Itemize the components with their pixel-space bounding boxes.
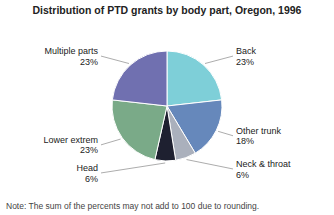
- data-label: Neck & throat6%: [236, 159, 291, 179]
- slice-value: 18%: [236, 136, 254, 146]
- title: Distribution of PTD grants by body part,…: [33, 4, 302, 16]
- data-label: Lower extrem23%: [43, 135, 98, 155]
- leader-line: [186, 160, 233, 169]
- slice: [112, 51, 167, 106]
- data-label: Back23%: [236, 46, 257, 66]
- slice-value: 23%: [236, 57, 254, 67]
- chart: Distribution of PTD grants by body part,…: [0, 0, 334, 215]
- data-label: Other trunk18%: [236, 126, 282, 146]
- slice-name: Neck & throat: [236, 159, 291, 169]
- slice-name: Other trunk: [236, 126, 282, 136]
- labels: Back23%Other trunk18%Neck & throat6%Head…: [43, 46, 291, 183]
- pie: [112, 51, 222, 161]
- slice-name: Back: [236, 46, 257, 56]
- slice-name: Lower extrem: [43, 135, 98, 145]
- leader-line: [218, 131, 233, 135]
- data-label: Multiple parts23%: [44, 46, 98, 66]
- leader-line: [101, 56, 129, 63]
- slice-value: 6%: [236, 170, 249, 180]
- slice-name: Multiple parts: [44, 46, 98, 56]
- slice-value: 23%: [80, 57, 98, 67]
- leader-line: [101, 139, 121, 145]
- slice-value: 23%: [80, 145, 98, 155]
- slice: [167, 51, 222, 106]
- leader-line: [101, 163, 165, 173]
- slice-value: 6%: [85, 174, 98, 184]
- leader-line: [205, 56, 233, 63]
- data-label: Head6%: [76, 163, 98, 183]
- slice-name: Head: [76, 163, 98, 173]
- note: Note: The sum of the percents may not ad…: [6, 201, 259, 211]
- slice: [112, 100, 167, 160]
